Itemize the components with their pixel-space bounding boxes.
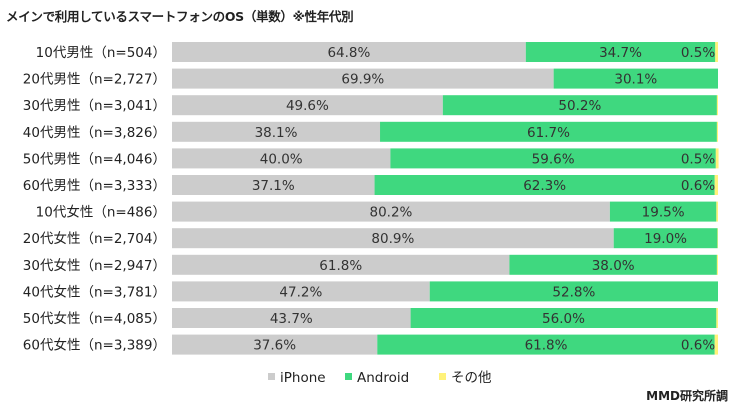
bar-android	[553, 68, 718, 89]
data-label: 19.0%	[644, 231, 687, 247]
data-label: 40.0%	[260, 151, 303, 167]
data-label: 69.9%	[341, 72, 384, 88]
category-label: 60代男性（n=3,333）	[23, 178, 166, 194]
legend-swatch	[268, 373, 275, 380]
legend-label-android: Android	[357, 370, 409, 386]
bar-iphone	[172, 175, 375, 195]
bar-other	[716, 121, 718, 142]
category-label: 20代女性（n=2,704）	[23, 230, 166, 247]
data-label: 64.8%	[327, 45, 370, 61]
bar-other	[715, 42, 718, 62]
category-label: 30代男性（n=3,041）	[23, 98, 166, 114]
bar-android	[613, 228, 718, 249]
bar-other	[715, 148, 719, 169]
category-label: 40代男性（n=3,826）	[23, 125, 166, 141]
bar-other	[717, 228, 718, 249]
data-label: 61.8%	[525, 338, 568, 354]
bar-other	[716, 308, 718, 328]
bar-iphone	[172, 121, 381, 142]
bar-android	[390, 148, 716, 169]
data-label: 19.5%	[642, 205, 685, 221]
data-label: 56.0%	[542, 311, 585, 327]
bar-android	[609, 201, 717, 222]
bar-android	[410, 308, 717, 328]
category-label: 50代男性（n=4,046）	[23, 151, 166, 167]
category-label: 40代女性（n=3,781）	[23, 283, 166, 300]
bar-iphone	[172, 308, 411, 328]
data-label: 30.1%	[614, 72, 657, 88]
bar-android	[509, 254, 717, 275]
bar-iphone	[172, 42, 526, 62]
category-label: 30代女性（n=2,947）	[23, 257, 166, 274]
data-label: 37.1%	[252, 178, 295, 194]
category-label: 60代女性（n=3,389）	[23, 337, 166, 354]
bar-iphone	[172, 281, 430, 302]
data-label: 80.2%	[370, 205, 413, 221]
bar-other	[714, 175, 718, 195]
data-label: 37.6%	[253, 338, 296, 354]
legend-swatch	[439, 373, 446, 380]
data-label: 0.6%	[681, 338, 715, 354]
chart-title: メインで利用しているスマートフォンのOS（単数）※性年代別	[6, 9, 354, 24]
bar-android	[377, 334, 715, 355]
source-credit: MMD研究所調	[646, 389, 728, 403]
bar-other	[714, 334, 718, 355]
bar-android	[374, 175, 715, 195]
bar-iphone	[172, 201, 610, 222]
bar-other	[716, 95, 718, 116]
data-label: 61.7%	[527, 125, 570, 141]
bar-android	[525, 42, 716, 62]
bar-iphone	[172, 254, 510, 275]
data-label: 49.6%	[286, 98, 329, 114]
bar-other	[716, 254, 718, 275]
data-label: 47.2%	[279, 284, 322, 300]
category-label: 20代男性（n=2,727）	[23, 72, 166, 88]
bar-iphone	[172, 228, 614, 249]
bars-group: 10代男性（n=504） 64.8% 34.7% 0.5% 20代男性（n=2,727）…	[23, 42, 719, 355]
bar-android	[442, 95, 717, 116]
data-label: 61.8%	[319, 258, 362, 274]
category-label: 10代女性（n=486）	[36, 204, 166, 221]
bar-iphone	[172, 68, 554, 89]
data-label: 59.6%	[532, 151, 575, 167]
data-label: 50.2%	[558, 98, 601, 114]
legend-label-other: その他	[451, 370, 492, 386]
legend-swatch	[345, 373, 352, 380]
category-label: 50代女性（n=4,085）	[23, 310, 166, 327]
data-label: 52.8%	[552, 284, 595, 300]
bar-iphone	[172, 334, 378, 355]
legend-label-iphone: iPhone	[280, 370, 326, 386]
bar-iphone	[172, 148, 391, 169]
data-label: 0.5%	[681, 151, 715, 167]
legend: iPhone Android その他	[268, 370, 492, 386]
category-label: 10代男性（n=504）	[36, 45, 166, 61]
bar-android	[429, 281, 718, 302]
data-label: 0.6%	[681, 178, 715, 194]
data-label: 38.0%	[592, 258, 635, 274]
bar-iphone	[172, 95, 443, 116]
data-label: 62.3%	[523, 178, 566, 194]
bar-android	[380, 121, 717, 142]
data-label: 80.9%	[371, 231, 414, 247]
data-label: 38.1%	[255, 125, 298, 141]
bar-other	[716, 201, 718, 222]
data-label: 0.5%	[681, 45, 715, 61]
data-label: 43.7%	[270, 311, 313, 327]
data-label: 34.7%	[599, 45, 642, 61]
